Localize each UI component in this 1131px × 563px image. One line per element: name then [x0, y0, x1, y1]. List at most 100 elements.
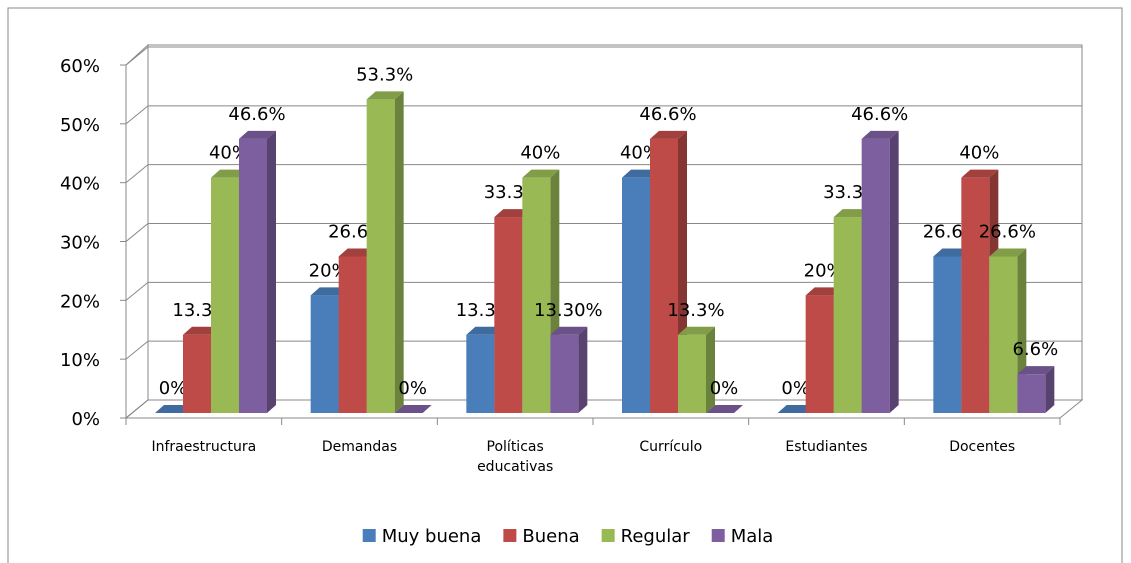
data-label: 46.6% — [228, 104, 285, 125]
grid-line — [125, 105, 149, 125]
bar-top — [366, 91, 404, 100]
bar — [155, 405, 192, 413]
legend-label: Muy buena — [382, 526, 482, 547]
bar — [678, 326, 715, 413]
bar-top — [622, 169, 659, 178]
bar-top — [183, 326, 220, 335]
bar-front — [338, 256, 367, 413]
y-tick-label: 40% — [60, 174, 100, 195]
bar — [706, 405, 743, 413]
bar — [861, 130, 899, 413]
bar-top — [961, 169, 999, 178]
x-tick-label: Infraestructura — [151, 439, 257, 455]
legend-swatch — [711, 529, 725, 542]
bar-side — [578, 326, 588, 413]
bar-top — [678, 326, 715, 335]
grid-line — [125, 281, 149, 301]
bar-top — [706, 405, 743, 413]
grid-line — [125, 164, 149, 184]
y-tick-label: 10% — [60, 350, 100, 371]
bar-front — [1017, 374, 1046, 413]
data-label: 46.6% — [851, 104, 908, 125]
data-label: 13.3% — [667, 300, 724, 321]
grid-line — [125, 223, 149, 242]
data-label: 0% — [781, 378, 810, 399]
data-label: 46.6% — [639, 104, 696, 125]
bar-front — [678, 334, 706, 413]
bar — [550, 326, 588, 413]
bar-front — [550, 334, 579, 413]
bar-top — [310, 287, 348, 296]
y-tick-label: 0% — [71, 409, 100, 430]
legend-label: Mala — [731, 526, 774, 547]
bar-front — [961, 177, 990, 413]
legend-swatch — [601, 529, 615, 542]
bar-front — [466, 334, 495, 413]
bar-top — [522, 169, 560, 178]
y-tick-label: 50% — [60, 115, 100, 136]
bar-front — [861, 138, 890, 413]
legend-swatch — [503, 529, 517, 542]
bar-front — [989, 256, 1018, 413]
data-label: 53.3% — [356, 64, 413, 85]
data-label: 13.30% — [534, 300, 603, 321]
bar — [366, 91, 404, 413]
y-tick-label: 30% — [60, 233, 100, 254]
y-tick-label: 20% — [60, 291, 100, 312]
data-label: 0% — [159, 378, 188, 399]
bar — [239, 130, 276, 413]
bar — [777, 405, 815, 413]
bar-top — [777, 405, 815, 413]
bar-top — [338, 248, 376, 257]
legend-swatch — [362, 529, 376, 542]
bar — [650, 130, 687, 413]
bar-top — [1017, 366, 1055, 375]
bar-front — [522, 177, 551, 413]
bar-top — [550, 326, 588, 335]
bar-side — [889, 130, 899, 413]
bar-front — [494, 217, 523, 413]
data-label: 40% — [959, 143, 999, 164]
grid-line — [125, 399, 149, 419]
bar-side — [394, 91, 404, 413]
x-tick-label: Demandas — [321, 439, 398, 455]
bar-front — [650, 138, 678, 413]
bar — [394, 405, 432, 413]
bar-top — [211, 169, 248, 178]
bar-top — [650, 130, 687, 139]
bar-front — [805, 295, 834, 413]
bar-top — [155, 405, 192, 413]
data-label: 0% — [398, 378, 427, 399]
bar-top — [933, 248, 971, 257]
grid-line — [125, 340, 149, 360]
data-label: 6.6% — [1012, 339, 1058, 360]
x-tick-label: Docentes — [949, 439, 1016, 455]
x-tick-label: Políticas educativas — [477, 439, 554, 475]
bar-front — [211, 177, 239, 413]
data-label: 26.6% — [979, 222, 1036, 243]
y-tick-label: 60% — [60, 56, 100, 77]
x-tick-label: Currículo — [639, 439, 703, 455]
bar-front — [239, 138, 267, 413]
legend-label: Regular — [621, 526, 691, 547]
bar-front — [622, 177, 650, 413]
legend-label: Buena — [522, 526, 579, 547]
bar-top — [861, 130, 899, 139]
bar — [1017, 366, 1055, 413]
bar-top — [833, 209, 871, 218]
bar-front — [833, 217, 862, 413]
bar-front — [366, 99, 395, 413]
data-label: 0% — [710, 378, 739, 399]
bar-side — [267, 130, 276, 413]
side-wall — [125, 43, 149, 420]
bar-front — [310, 295, 339, 413]
data-label: 40% — [520, 143, 560, 164]
bar-top — [394, 405, 432, 413]
grid-line — [125, 46, 149, 66]
x-tick-label: Estudiantes — [785, 439, 868, 455]
bar-top — [805, 287, 843, 296]
bar-top — [989, 248, 1027, 257]
bar-top — [494, 209, 532, 218]
